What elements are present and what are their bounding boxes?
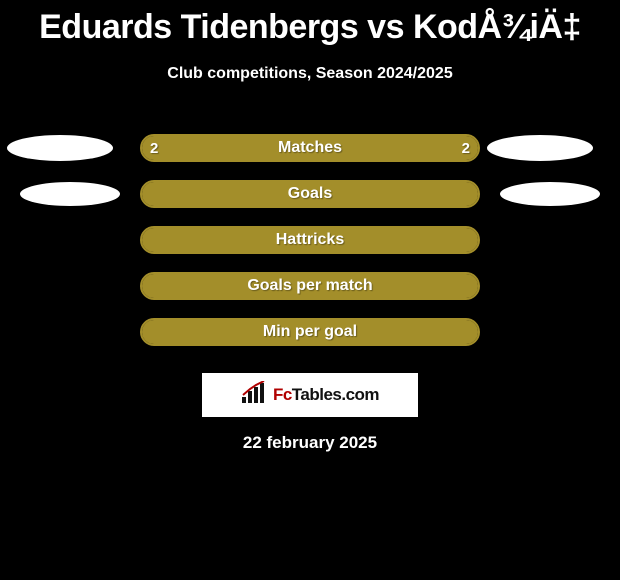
logo-text: FcTables.com: [273, 385, 379, 405]
stat-bar-track: [140, 226, 480, 254]
logo-fc: Fc: [273, 385, 292, 404]
decorative-ellipse: [7, 135, 113, 161]
page-title: Eduards Tidenbergs vs KodÅ¾iÄ‡: [0, 0, 620, 47]
stat-bar-track: [140, 318, 480, 346]
stat-bar-fill-left: [142, 274, 310, 298]
logo-rest: Tables.com: [292, 385, 379, 404]
stat-bar-track: [140, 272, 480, 300]
logo-box: FcTables.com: [202, 373, 418, 417]
stat-bar-fill-left: [142, 182, 310, 206]
stat-bar-fill-right: [310, 136, 478, 160]
stat-bar-track: [140, 180, 480, 208]
stat-bar-fill-left: [142, 228, 310, 252]
decorative-ellipse: [487, 135, 593, 161]
stat-row: Goals per match: [0, 263, 620, 309]
stat-value-right: 2: [462, 140, 470, 157]
stat-bar-fill-right: [310, 228, 478, 252]
stat-row: Hattricks: [0, 217, 620, 263]
stat-row: Min per goal: [0, 309, 620, 355]
stat-value-left: 2: [150, 140, 158, 157]
stat-bar-fill-left: [142, 320, 310, 344]
stat-bar-fill-right: [310, 182, 478, 206]
decorative-ellipse: [500, 182, 600, 206]
stat-bar-fill-right: [310, 274, 478, 298]
date: 22 february 2025: [0, 433, 620, 453]
bars-icon: [241, 381, 269, 410]
decorative-ellipse: [20, 182, 120, 206]
subtitle: Club competitions, Season 2024/2025: [0, 65, 620, 83]
stat-bar-track: [140, 134, 480, 162]
stat-bar-fill-left: [142, 136, 310, 160]
stat-bar-fill-right: [310, 320, 478, 344]
